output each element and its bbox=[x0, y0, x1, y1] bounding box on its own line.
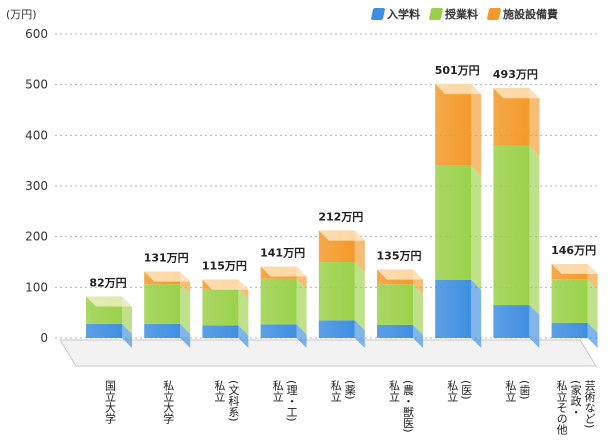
bar-6-series-0 bbox=[435, 279, 472, 338]
y-tick-label-200: 200 bbox=[25, 230, 48, 244]
bar-3-series-1 bbox=[260, 278, 297, 325]
bar-1-series-1 bbox=[144, 284, 181, 324]
bar-2-series-0 bbox=[202, 325, 239, 338]
category-label-5-line-1: (農・獣医) bbox=[402, 380, 415, 433]
bar-side-8-series-1 bbox=[587, 279, 598, 333]
bar-side-2-series-1 bbox=[238, 288, 249, 336]
bar-side-7-series-2 bbox=[529, 88, 540, 156]
bar-top-3 bbox=[260, 266, 307, 277]
category-label-2-line-1: (文科系) bbox=[227, 380, 240, 422]
bar-6-series-2 bbox=[435, 84, 472, 166]
total-label-0: 82万円 bbox=[89, 276, 126, 289]
category-label-6-line-1: (医) bbox=[460, 380, 473, 400]
total-label-2: 115万円 bbox=[202, 260, 247, 273]
category-label-2-line-0: 私立 bbox=[213, 380, 226, 402]
category-label-8-line-0: 私立その他 bbox=[555, 380, 568, 435]
category-label-6-line-0: 私立 bbox=[446, 380, 459, 402]
bar-5-series-0 bbox=[377, 324, 413, 338]
bar-1-series-0 bbox=[144, 323, 181, 338]
y-tick-label-300: 300 bbox=[25, 179, 48, 193]
category-label-5-line-0: 私立 bbox=[388, 380, 401, 402]
total-label-8: 146万円 bbox=[551, 244, 596, 257]
chart-legend: 入学料 授業料 施設設備費 bbox=[370, 6, 558, 22]
bar-8-series-1 bbox=[551, 279, 588, 323]
bar-side-4-series-2 bbox=[354, 230, 365, 272]
y-tick-label-500: 500 bbox=[25, 78, 48, 92]
category-label-4-line-1: (薬) bbox=[343, 380, 356, 400]
y-axis-unit: (万円) bbox=[6, 8, 37, 21]
category-label-0-line-0: 国立大学 bbox=[104, 380, 117, 424]
bar-7-series-0 bbox=[493, 305, 530, 338]
bar-side-5-series-1 bbox=[413, 284, 423, 335]
total-label-3: 141万円 bbox=[260, 247, 305, 260]
category-label-8-line-2: 芸術など) bbox=[583, 380, 596, 429]
legend-item-facility: 施設設備費 bbox=[486, 6, 558, 22]
total-label-5: 135万円 bbox=[377, 250, 422, 263]
legend-item-tuition: 授業料 bbox=[428, 6, 478, 22]
bar-top-8 bbox=[551, 264, 598, 275]
bar-top-5 bbox=[377, 269, 423, 280]
bar-top-2 bbox=[202, 279, 249, 290]
bar-side-8-series-0 bbox=[587, 322, 598, 348]
bar-side-4-series-0 bbox=[354, 320, 365, 348]
total-label-1: 131万円 bbox=[144, 252, 189, 265]
category-label-7-line-1: (歯) bbox=[518, 380, 531, 400]
total-label-7: 493万円 bbox=[493, 68, 538, 81]
bar-side-0-series-0 bbox=[122, 323, 132, 348]
bar-6-series-1 bbox=[435, 165, 472, 280]
bar-top-4 bbox=[318, 230, 365, 241]
category-label-3-line-1: (理・工) bbox=[285, 380, 298, 422]
category-label-3-line-0: 私立 bbox=[271, 380, 284, 402]
bar-2-series-1 bbox=[202, 288, 239, 326]
bar-4-series-1 bbox=[318, 262, 355, 321]
y-tick-label-0: 0 bbox=[40, 331, 48, 345]
legend-label-tuition: 授業料 bbox=[445, 8, 478, 21]
legend-item-admission: 入学料 bbox=[370, 6, 420, 22]
bar-top-0 bbox=[86, 296, 132, 307]
bar-8-series-0 bbox=[551, 322, 588, 338]
chart-floor bbox=[59, 339, 597, 367]
bar-side-6-series-2 bbox=[471, 84, 482, 176]
category-label-1-line-0: 私立大学 bbox=[162, 380, 175, 424]
legend-label-facility: 施設設備費 bbox=[503, 8, 558, 21]
bar-side-7-series-0 bbox=[529, 305, 540, 348]
total-label-6: 501万円 bbox=[435, 64, 480, 77]
y-tick-label-600: 600 bbox=[25, 27, 48, 41]
category-label-7-line-0: 私立 bbox=[504, 380, 517, 402]
bar-side-3-series-1 bbox=[296, 278, 307, 335]
bar-4-series-0 bbox=[318, 320, 355, 338]
bar-3-series-0 bbox=[260, 324, 297, 338]
bar-top-1 bbox=[144, 271, 191, 282]
bar-side-5-series-0 bbox=[413, 324, 423, 348]
bar-side-1-series-0 bbox=[180, 323, 191, 348]
bar-0-series-0 bbox=[86, 323, 122, 338]
bar-top-6 bbox=[435, 84, 482, 95]
bar-side-1-series-1 bbox=[180, 284, 191, 334]
y-tick-label-400: 400 bbox=[25, 128, 48, 142]
bar-side-4-series-1 bbox=[354, 262, 365, 331]
bar-7-series-1 bbox=[493, 145, 530, 306]
bar-5-series-1 bbox=[377, 284, 413, 325]
category-label-4-line-0: 私立 bbox=[329, 380, 342, 402]
bar-side-7-series-1 bbox=[529, 145, 540, 316]
bar-side-3-series-0 bbox=[296, 324, 307, 348]
total-label-4: 212万円 bbox=[318, 211, 363, 224]
bar-side-6-series-1 bbox=[471, 165, 482, 290]
y-tick-label-100: 100 bbox=[25, 280, 48, 294]
bar-side-6-series-0 bbox=[471, 279, 482, 348]
bar-side-2-series-0 bbox=[238, 325, 249, 348]
legend-label-admission: 入学料 bbox=[387, 8, 420, 21]
category-label-8-line-1: (家政・ bbox=[569, 380, 582, 417]
bar-top-7 bbox=[493, 88, 540, 99]
